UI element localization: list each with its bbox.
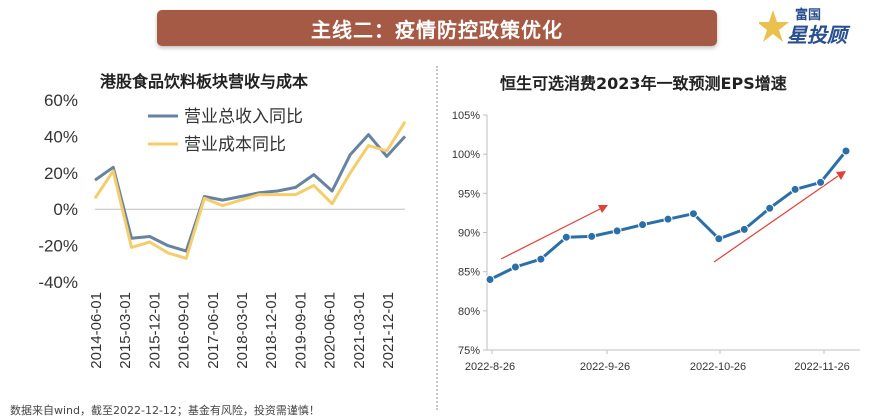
y-tick-label: 0% [53,200,78,219]
eps-point [765,203,775,213]
trend-arrow-head [598,205,608,213]
y-tick-label: 75% [458,345,480,357]
series-line-cost [93,121,407,260]
x-tick-label: 2014-06-01 [88,292,105,369]
eps-point [561,232,571,242]
eps-point [816,177,826,187]
eps-point [587,231,597,241]
eps-point [485,275,495,284]
x-tick-label: 2021-03-01 [351,292,368,369]
eps-point [841,146,851,156]
legend-label: 营业总收入同比 [184,107,303,127]
eps-point [510,262,520,272]
trend-arrow-head [836,171,846,180]
y-tick-label: 80% [458,306,480,318]
y-tick-label: 90% [458,228,480,240]
y-tick-label: 40% [44,127,78,146]
logo-line1: 富国 [795,8,822,23]
y-tick-label: -20% [38,237,78,256]
x-tick-label: 2022-8-26 [465,361,515,373]
y-tick-label: 60% [44,91,78,110]
chart-divider [436,66,438,410]
legend-label: 营业成本同比 [184,135,286,155]
eps-point [663,214,673,224]
y-tick-label: 105% [452,110,480,122]
eps-point [612,226,622,236]
x-tick-label: 2015-03-01 [117,292,134,369]
eps-point [536,254,546,264]
y-tick-label: 85% [458,267,480,279]
y-tick-label: -40% [38,273,78,292]
footnote: 数据来自wind，截至2022-12-12；基金有风险，投资需谨慎！ [10,404,320,417]
section-banner: 主线二：疫情防控政策优化 [157,10,717,46]
trend-arrow-line [500,208,601,260]
x-tick-label: 2019-09-01 [292,292,309,369]
x-tick-label: 2015-12-01 [146,292,163,369]
star-icon [759,10,789,42]
y-tick-label: 100% [452,149,480,161]
right-chart-title: 恒生可选消费2023年一致预测EPS增速 [500,74,787,93]
x-tick-label: 2022-9-26 [580,361,630,373]
eps-point [739,224,749,234]
brand-logo: 富国 星投顾 [759,4,859,48]
logo-star: 星 [787,23,807,47]
eps-point [688,209,698,219]
trend-arrow-line [713,175,839,263]
x-tick-label: 2018-03-01 [234,292,251,369]
banner-title: 主线二：疫情防控政策优化 [311,17,563,42]
x-tick-label: 2016-09-01 [176,292,193,369]
left-chart-title: 港股食品饮料板块营收与成本 [100,72,309,91]
left-chart: 60% 40% 20% 0% -20% -40% 2014-06-01 2015-03-01 2… [38,91,407,369]
y-tick-label: 20% [44,164,78,183]
series-line-revenue [94,133,407,253]
eps-point [638,220,648,230]
x-tick-label: 2017-06-01 [205,292,222,369]
x-tick-label: 2020-06-01 [322,292,339,369]
eps-point [714,234,724,244]
eps-point [790,184,800,194]
x-tick-label: 2022-10-26 [690,361,746,373]
x-tick-label: 2018-12-01 [263,292,280,369]
x-tick-label: 2022-11-26 [794,361,849,373]
right-chart: 105% 100% 95% 90% 85% 80% 75% 2022-8-26 2022-9-2… [452,110,860,373]
logo-line2-text: 投顾 [807,23,847,47]
logo-line2: 星投顾 [787,19,847,48]
y-tick-label: 95% [458,188,480,200]
x-tick-label: 2021-12-01 [380,292,397,369]
